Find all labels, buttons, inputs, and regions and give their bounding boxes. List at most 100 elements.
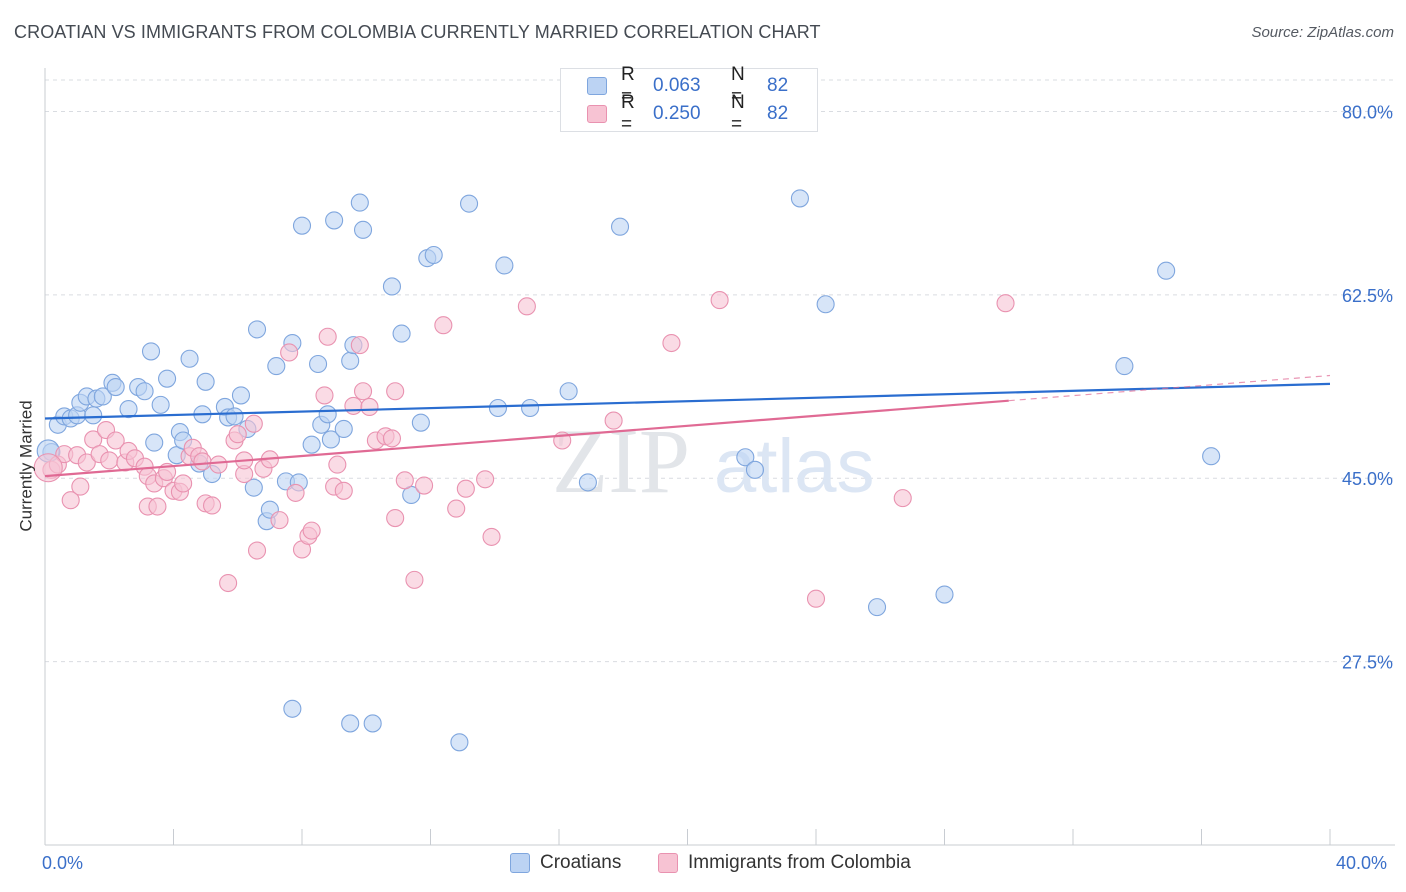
point-croatians — [341, 714, 360, 733]
point-colombia — [244, 414, 263, 433]
point-croatians — [867, 598, 887, 617]
point-colombia — [456, 479, 475, 498]
y-tick-label: 27.5% — [1342, 653, 1393, 673]
bottom-legend-swatch-blue — [510, 853, 530, 873]
point-colombia — [247, 541, 267, 560]
point-croatians — [84, 406, 103, 425]
point-colombia — [415, 476, 434, 495]
point-croatians — [424, 245, 443, 265]
trend-line-colombia-extension — [1008, 374, 1331, 402]
point-croatians — [247, 320, 267, 339]
bottom-legend-croatians: Croatians — [510, 852, 621, 874]
point-croatians — [267, 357, 286, 376]
point-croatians — [283, 699, 302, 718]
point-croatians — [180, 349, 199, 368]
legend-n-label: N = — [731, 92, 745, 135]
point-colombia — [447, 499, 466, 518]
point-croatians — [341, 351, 360, 370]
point-croatians — [411, 413, 430, 432]
point-croatians — [495, 256, 514, 275]
point-colombia — [386, 382, 405, 401]
point-croatians — [1115, 357, 1134, 376]
point-colombia — [203, 496, 222, 515]
point-colombia — [353, 382, 373, 401]
point-colombia — [517, 297, 536, 316]
point-croatians — [334, 419, 353, 439]
point-colombia — [806, 589, 826, 608]
watermark-atlas: atlas — [714, 424, 875, 509]
legend-r-label: R = — [621, 64, 635, 107]
point-croatians — [521, 398, 540, 418]
point-colombia — [434, 316, 453, 335]
point-croatians — [158, 369, 177, 388]
point-colombia — [270, 511, 289, 530]
point-croatians — [450, 733, 469, 752]
point-colombia — [344, 396, 363, 415]
trend-line-croatians — [44, 382, 1331, 420]
point-colombia — [77, 453, 96, 472]
chart-title: CROATIAN VS IMMIGRANTS FROM COLOMBIA CUR… — [14, 22, 821, 42]
point-croatians — [119, 400, 138, 419]
point-colombia — [604, 411, 623, 430]
point-colombia — [280, 343, 299, 362]
legend-swatch-pink — [587, 105, 607, 123]
point-colombia — [405, 570, 424, 589]
point-colombia — [476, 470, 495, 489]
point-colombia — [710, 291, 729, 310]
point-croatians — [610, 217, 630, 236]
legend-row-croatians: R = 0.063 N = 82 — [587, 64, 789, 107]
y-axis-label-wrap: Currently Married — [16, 400, 36, 531]
point-croatians — [145, 433, 164, 452]
y-tick-label: 80.0% — [1342, 102, 1393, 122]
point-croatians — [816, 295, 835, 314]
point-colombia — [228, 425, 247, 444]
point-colombia — [328, 455, 347, 474]
point-croatians — [578, 473, 597, 492]
point-croatians — [318, 405, 337, 424]
trend-line-colombia — [44, 399, 1009, 478]
point-colombia — [996, 294, 1015, 313]
y-tick-label: 45.0% — [1342, 469, 1393, 489]
bottom-legend: Croatians Immigrants from Colombia — [0, 852, 1406, 878]
point-croatians — [141, 342, 161, 361]
point-croatians — [736, 448, 755, 467]
point-colombia-large — [33, 453, 63, 483]
y-axis-label: Currently Married — [16, 400, 36, 532]
point-croatians — [1157, 261, 1176, 280]
legend-n-value: 82 — [767, 75, 789, 96]
correlation-legend: R = 0.063 N = 82 R = 0.250 N = 82 — [560, 64, 818, 135]
point-colombia — [350, 336, 369, 355]
legend-n-label: N = — [731, 64, 745, 107]
point-colombia — [662, 333, 681, 353]
bottom-legend-label-colombia: Immigrants from Colombia — [688, 852, 911, 873]
point-croatians — [382, 277, 402, 296]
point-colombia — [174, 474, 193, 493]
series-croatians-points — [36, 189, 1221, 752]
point-colombia — [71, 477, 90, 496]
point-croatians — [350, 193, 369, 212]
point-colombia — [148, 497, 167, 516]
point-colombia — [382, 429, 402, 448]
point-croatians — [559, 382, 578, 401]
point-croatians — [745, 460, 765, 479]
point-colombia — [193, 452, 212, 471]
point-colombia — [318, 327, 337, 346]
x-tick-label-min: 0.0% — [42, 853, 84, 873]
point-croatians — [790, 189, 809, 208]
legend-n-value: 82 — [767, 103, 789, 124]
legend-swatch-blue — [587, 77, 607, 95]
point-croatians — [459, 194, 479, 213]
point-croatians — [151, 395, 170, 414]
x-tick-label-max: 40.0% — [1336, 853, 1388, 873]
point-croatians — [292, 216, 312, 235]
point-croatians — [392, 324, 411, 343]
point-colombia — [61, 491, 80, 510]
legend-r-label: R = — [621, 92, 635, 135]
point-colombia — [209, 455, 228, 474]
point-colombia — [334, 481, 353, 500]
bottom-legend-colombia: Immigrants from Colombia — [658, 852, 911, 874]
point-croatians — [309, 354, 328, 374]
point-colombia — [302, 521, 321, 540]
point-croatians — [325, 211, 344, 230]
